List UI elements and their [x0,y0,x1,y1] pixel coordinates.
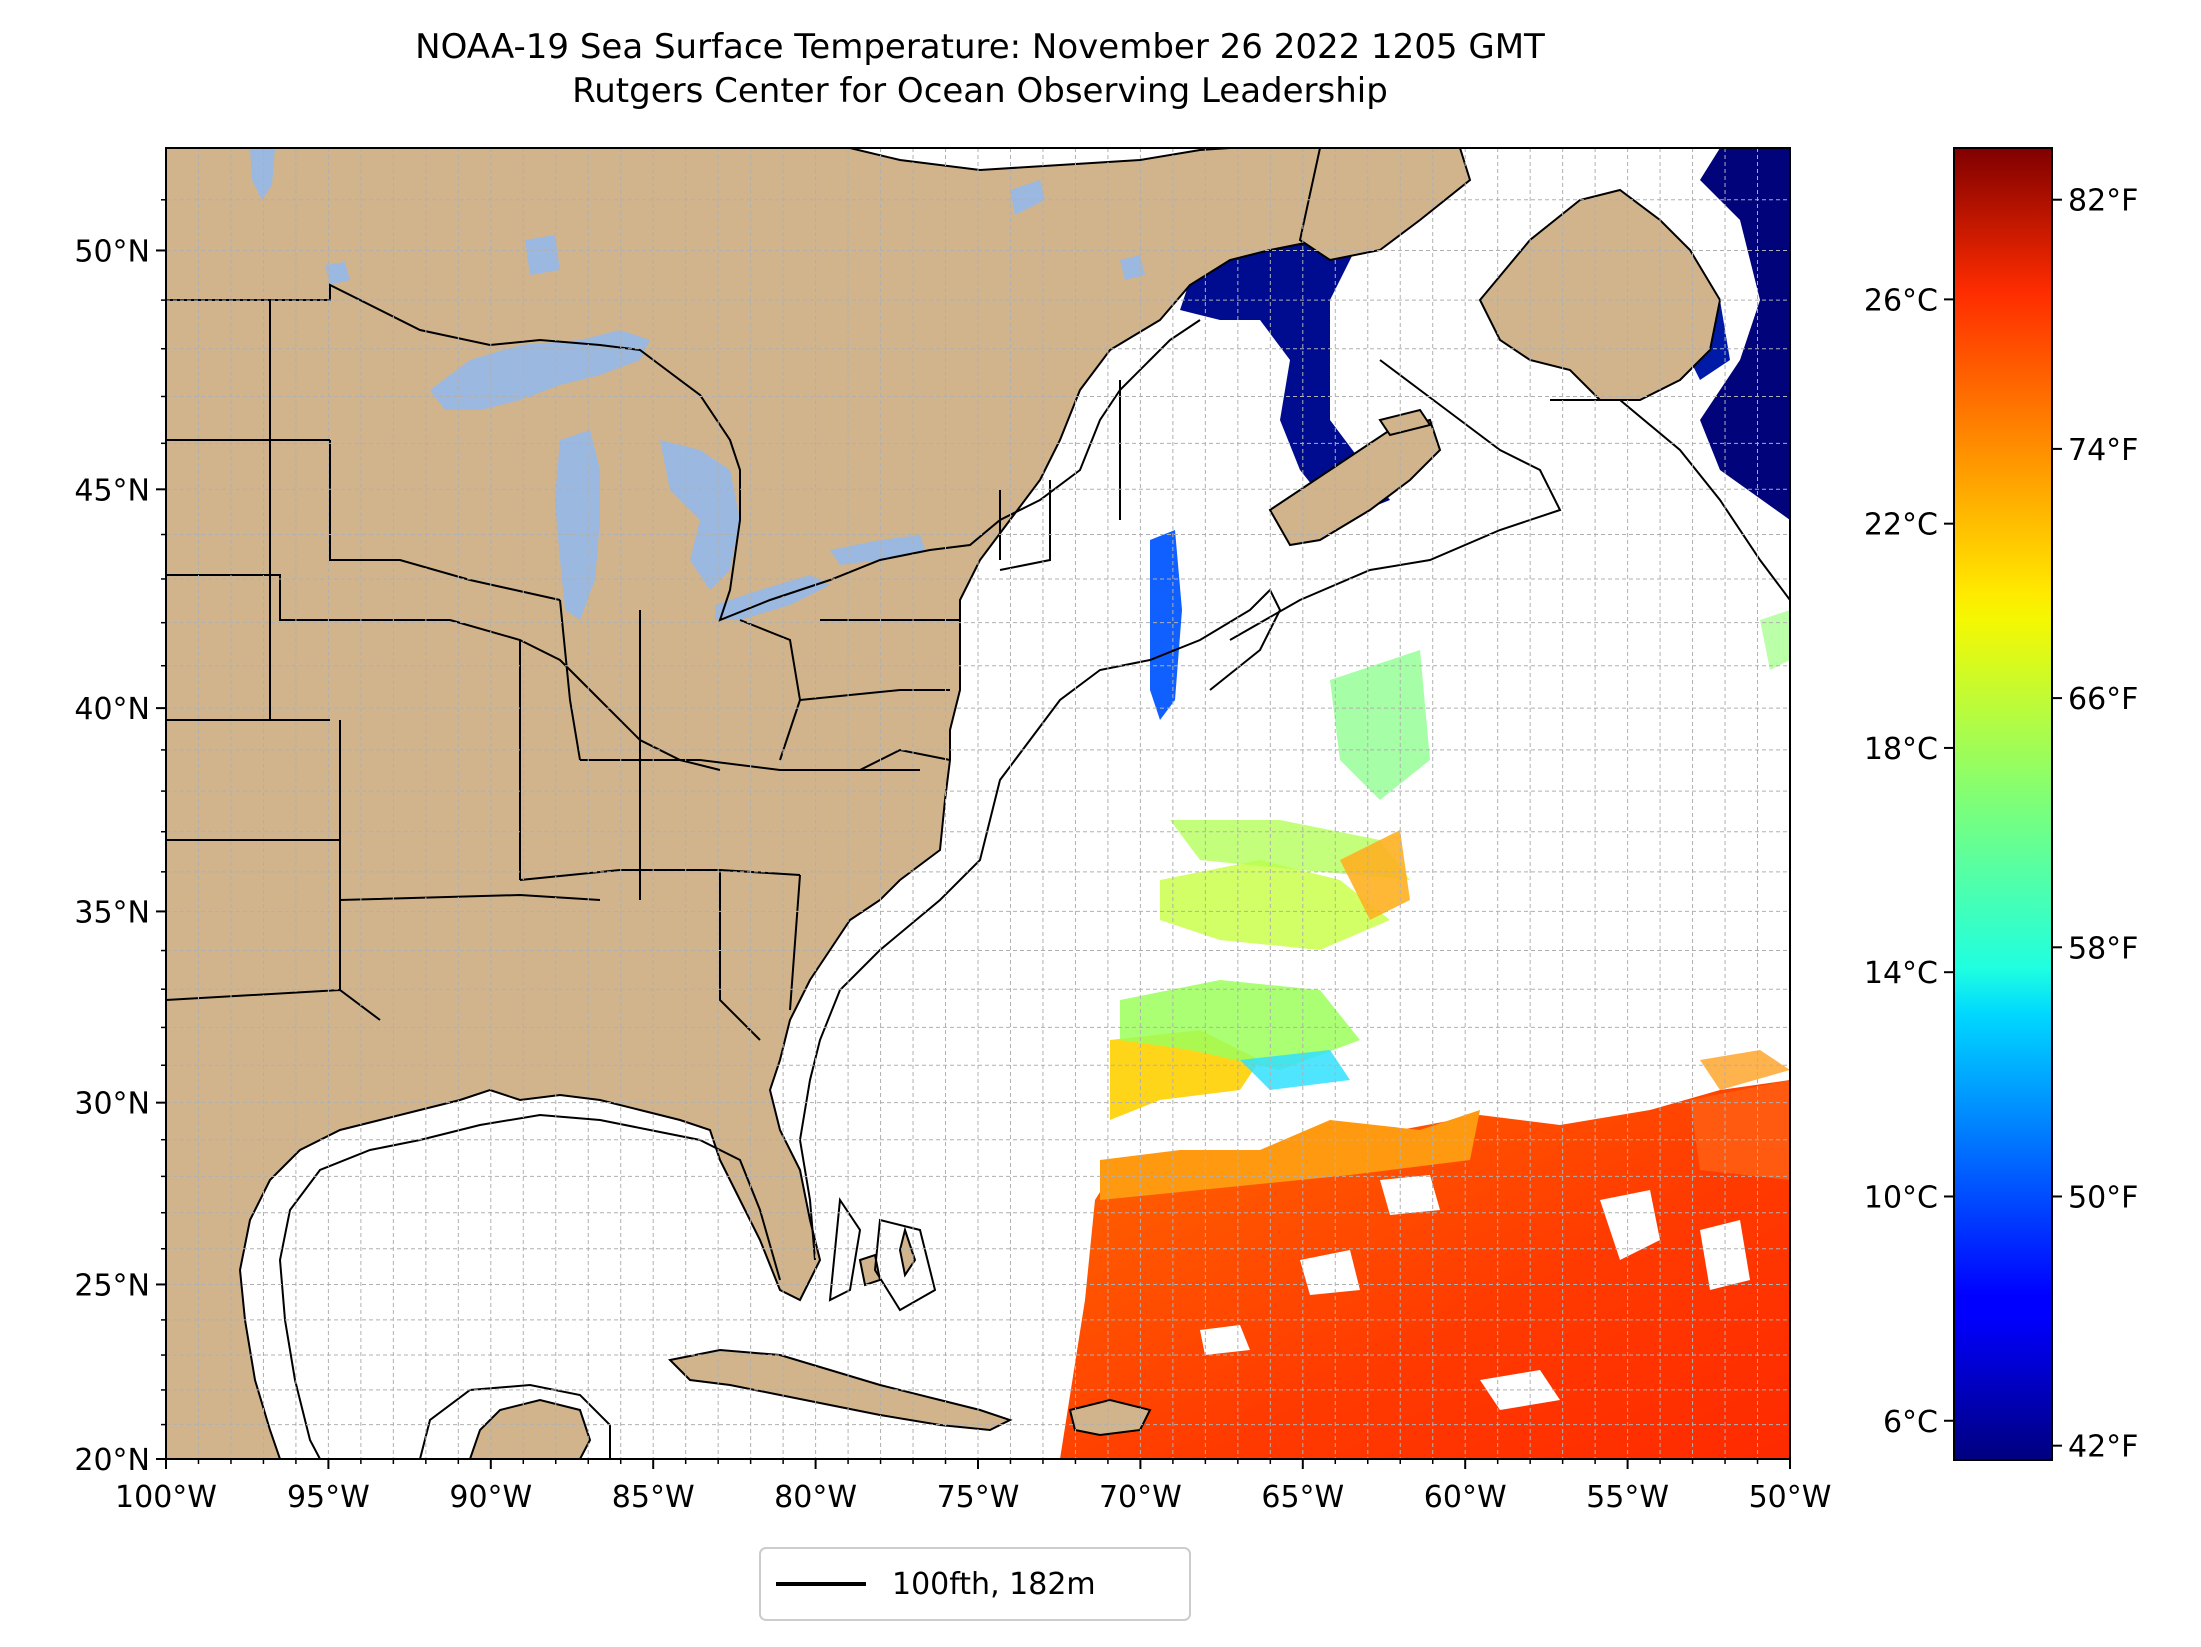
state-border [859,748,951,771]
lon-tick-label: 60°W [1424,1480,1507,1515]
lake-mistassini [1010,180,1045,215]
political-borders [166,283,1201,1041]
lon-tick-label: 95°W [287,1480,370,1515]
state-border [166,574,450,621]
lon-tick-label: 70°W [1099,1480,1182,1515]
lat-tick-label: 50°N [74,234,150,269]
lake-winnipeg [250,148,275,200]
sst-orange-patch [1340,830,1410,920]
lat-tick-label: 45°N [74,473,150,508]
colorbar-fahrenheit-label: 74°F [2068,433,2138,468]
lon-tick-label: 80°W [774,1480,857,1515]
sst-orange-scatter [1700,1050,1790,1090]
sst-warm-east [1690,1080,1790,1180]
isobath-grand-banks [1550,399,1790,601]
sst-cyan-patch [1240,1050,1350,1090]
state-border [999,480,1051,571]
lake-superior [430,330,650,410]
lake-erie [715,575,830,620]
bahamas-eleuthera [898,1226,917,1278]
isobath-atlantic-shelf [798,588,1282,1261]
us-canada-border [166,283,1201,622]
colorbar-fahrenheit-label: 66°F [2068,682,2138,717]
great-lakes [250,148,1145,620]
prince-edward-island [1378,408,1432,437]
lake-huron [660,440,740,590]
lake-michigan [555,430,600,620]
colorbar-celsius-label: 14°C [1864,956,1938,991]
state-border [166,988,381,1021]
lon-tick-label: 65°W [1261,1480,1344,1515]
colorbar: 6°C 10°C 14°C 18°C 22°C 26°C 42°F 50°F 58°F 66°F… [1864,147,2138,1465]
sst-green-patch-2 [1160,860,1390,950]
gridlines [166,148,1790,1459]
longitude-axis: 100°W 95°W 90°W 85°W 80°W 75°W 70°W 65°W 60°W 55°… [115,1459,1831,1515]
cloud-gap [1380,1175,1440,1215]
colorbar-fahrenheit-label: 82°F [2068,184,2138,219]
cloud-gap [1600,1190,1660,1260]
colorbar-fahrenheit-label: 42°F [2068,1430,2138,1465]
state-border [580,759,920,771]
lat-tick-label: 35°N [74,895,150,930]
sst-green-patch-1 [1120,980,1360,1070]
lake-st-jean [1120,255,1145,280]
lon-tick-label: 55°W [1586,1480,1669,1515]
sst-cold-labrador [1700,148,1790,520]
lon-tick-label: 75°W [937,1480,1020,1515]
sst-orange-band [1100,1110,1480,1200]
colorbar-celsius-label: 18°C [1864,732,1938,767]
colorbar-fahrenheit-label: 58°F [2068,931,2138,966]
colorbar-celsius-label: 10°C [1864,1180,1938,1215]
sst-green-scatter-1 [1330,650,1430,800]
lon-tick-label: 85°W [612,1480,695,1515]
lon-tick-label: 50°W [1749,1480,1832,1515]
lat-tick-label: 25°N [74,1268,150,1303]
lake-ontario [830,535,925,565]
state-border [559,599,581,761]
lon-tick-label: 100°W [115,1480,217,1515]
sst-blue-band-maine [1150,530,1182,720]
lat-tick-label: 40°N [74,692,150,727]
colorbar-fahrenheit-label: 50°F [2068,1180,2138,1215]
legend: 100fth, 182m [759,1547,1191,1621]
map-area [166,148,1790,1459]
isobath-northeast [1229,359,1562,641]
state-border [739,619,802,761]
state-border [789,874,801,1011]
legend-label: 100fth, 182m [892,1567,1096,1602]
colorbar-celsius-label: 26°C [1864,283,1938,318]
colorbar-celsius-label: 6°C [1883,1405,1938,1440]
isobath-bahamas-1 [828,1197,862,1302]
sst-swath [1060,148,1790,1459]
sst-cold-gulf-stlawrence [1180,235,1390,520]
cloud-gap [1300,1250,1360,1295]
colorbar-fahrenheit-ticks: 42°F 50°F 58°F 66°F 74°F 82°F [2052,184,2138,1465]
state-border [519,869,801,881]
lon-tick-label: 90°W [449,1480,532,1515]
state-border [799,689,950,701]
lat-tick-label: 20°N [74,1443,150,1478]
colorbar-celsius-label: 22°C [1864,508,1938,543]
colorbar-gradient [1953,147,2053,1461]
lat-tick-label: 30°N [74,1087,150,1122]
state-border [329,440,561,601]
yucatan-peninsula [468,1398,592,1459]
chart-subtitle: Rutgers Center for Ocean Observing Leade… [572,71,1388,111]
legend-box [759,1547,1191,1621]
lake-of-the-woods [325,262,350,285]
colorbar-celsius-ticks: 6°C 10°C 14°C 18°C 22°C 26°C [1864,283,1954,1440]
sst-green-scatter-2 [1760,610,1790,670]
lake-nipigon [525,235,560,275]
north-america-landmass [166,148,1321,1459]
chart-title: NOAA-19 Sea Surface Temperature: Novembe… [415,27,1545,67]
latitude-axis: 20°N 25°N 30°N 35°N 40°N 45°N 50°N [74,199,166,1478]
nova-scotia [1268,418,1442,547]
state-border [719,870,761,1041]
